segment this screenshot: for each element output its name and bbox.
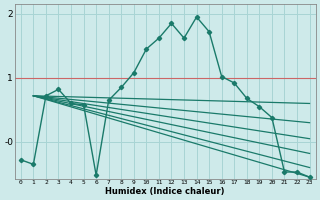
X-axis label: Humidex (Indice chaleur): Humidex (Indice chaleur) (106, 187, 225, 196)
